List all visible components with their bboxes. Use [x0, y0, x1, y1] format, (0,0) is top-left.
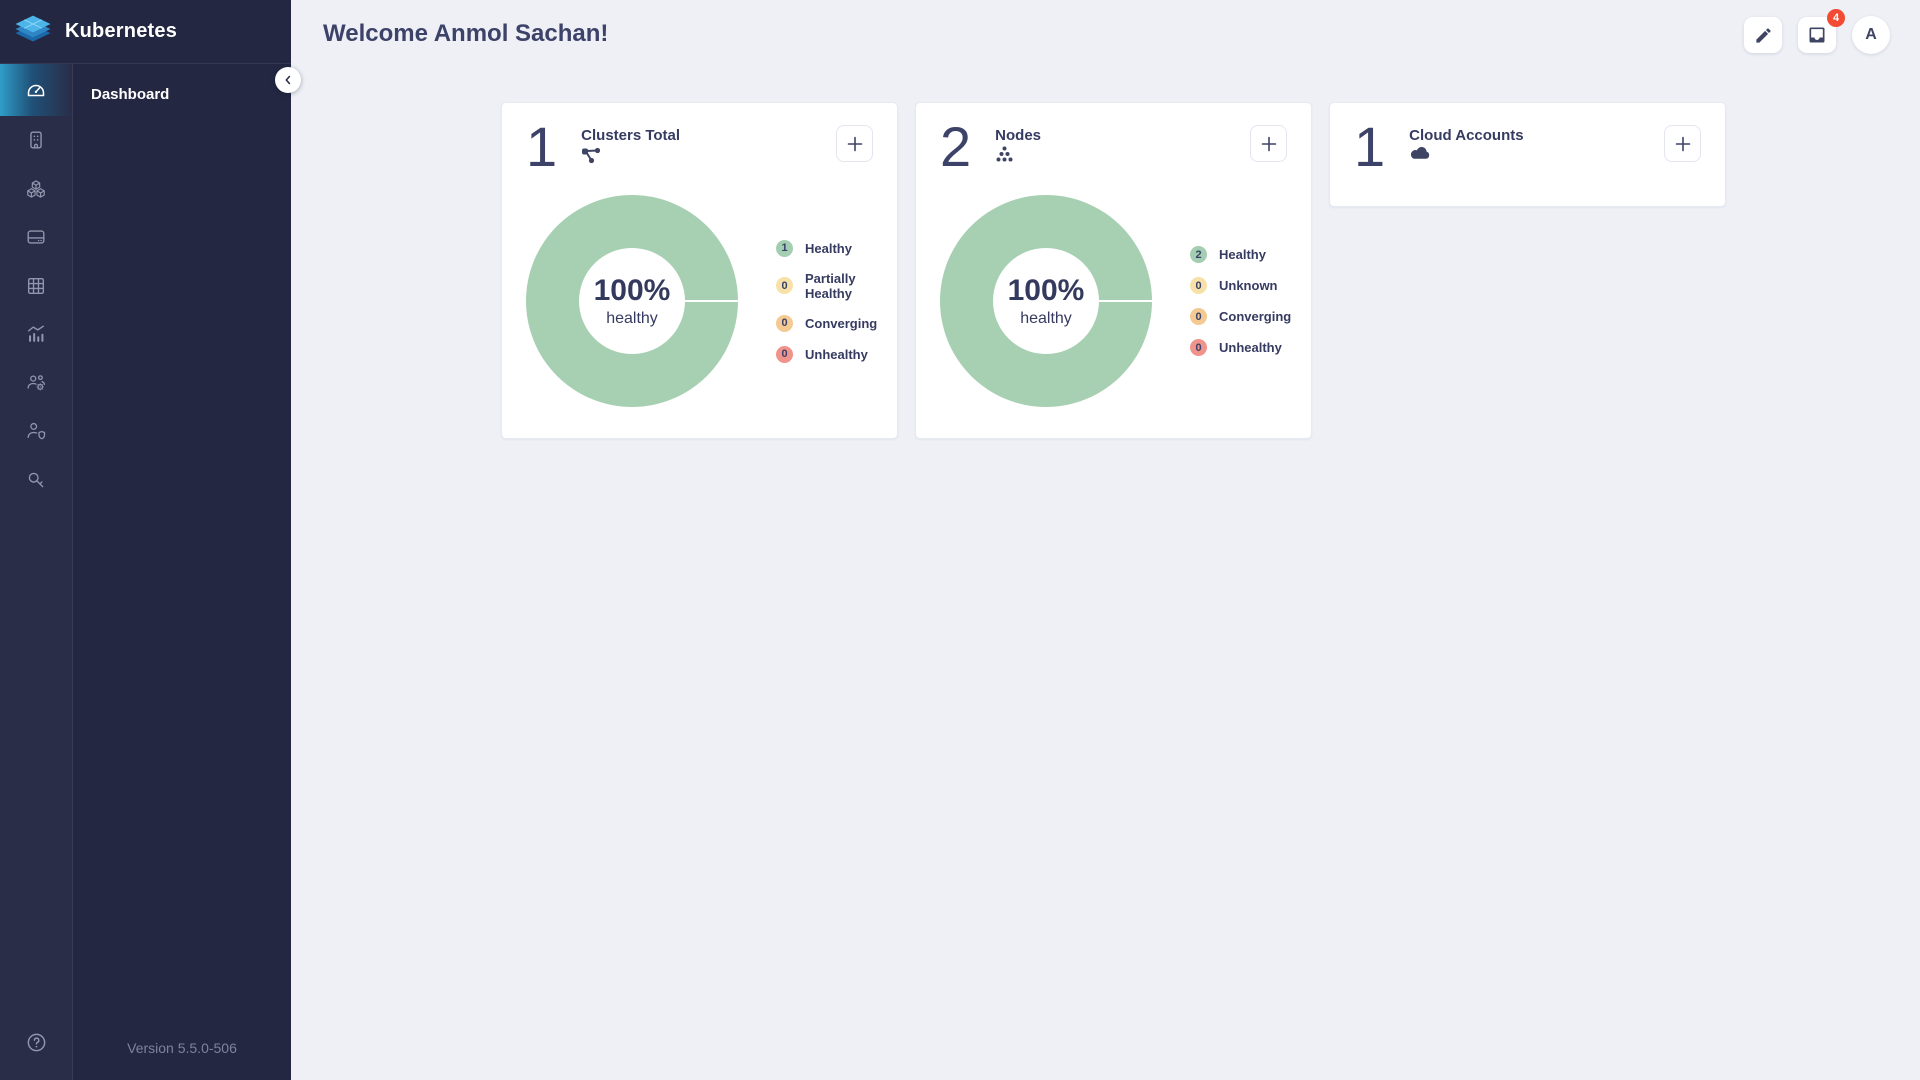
legend-count-badge: 0	[776, 345, 793, 363]
cloud-icon	[1409, 145, 1523, 161]
gauge-icon	[24, 78, 48, 102]
sidebar-item-users-teams[interactable]	[0, 359, 72, 408]
chevron-left-icon	[281, 73, 295, 87]
legend-item: 0 Partially Healthy	[776, 271, 877, 301]
help-button[interactable]	[0, 1031, 72, 1054]
cubes-icon	[25, 178, 47, 200]
nodes-legend: 2 Healthy 0 Unknown 0 Converging 0 Unhea…	[1190, 246, 1291, 356]
nodes-count: 2	[940, 115, 971, 178]
team-settings-icon	[25, 372, 47, 394]
inbox-icon	[1807, 25, 1827, 45]
sidebar-collapse-button[interactable]	[275, 67, 301, 93]
legend-item: 0 Unknown	[1190, 277, 1291, 294]
brand-name: Kubernetes	[65, 20, 178, 42]
sidebar-item-api-keys[interactable]	[0, 456, 72, 505]
plus-icon	[1260, 135, 1278, 153]
kubernetes-logo-icon	[13, 13, 53, 50]
add-cloud-account-button[interactable]	[1664, 125, 1701, 162]
add-cluster-button[interactable]	[836, 125, 873, 162]
legend-count-badge: 2	[1190, 246, 1207, 263]
legend-item: 2 Healthy	[1190, 246, 1291, 263]
sidebar-item-audit[interactable]	[0, 310, 72, 359]
nodes-donut-chart: 100% healthy	[940, 195, 1152, 407]
plus-icon	[846, 135, 864, 153]
sidebar: Kubernetes	[0, 0, 291, 1080]
legend-item: 0 Converging	[776, 314, 877, 332]
nodes-dots-icon	[995, 145, 1041, 164]
sidebar-item-profiles[interactable]	[0, 165, 72, 214]
nodes-donut-percent: 100%	[1007, 274, 1085, 307]
legend-count-badge: 0	[1190, 339, 1207, 356]
cloud-accounts-count: 1	[1354, 115, 1385, 178]
clusters-donut-chart: 100% healthy	[526, 195, 738, 407]
clusters-donut-percent: 100%	[593, 274, 671, 307]
sidebar-item-dashboard[interactable]	[0, 64, 72, 116]
header-actions: 4 A	[1744, 9, 1890, 54]
sidebar-panel: Dashboard Version 5.5.0-506	[73, 64, 291, 1080]
clusters-legend: 1 Healthy 0 Partially Healthy 0 Convergi…	[776, 239, 877, 363]
clusters-total-card: 1 Clusters Total	[501, 102, 898, 439]
sidebar-item-roles[interactable]	[0, 407, 72, 456]
help-icon	[25, 1031, 48, 1054]
notification-count-badge: 4	[1827, 9, 1845, 27]
sidebar-item-organization[interactable]	[0, 116, 72, 165]
legend-count-badge: 0	[776, 314, 793, 332]
legend-count-badge: 0	[1190, 308, 1207, 325]
legend-item: 1 Healthy	[776, 239, 877, 257]
clusters-card-title: Clusters Total	[581, 127, 681, 144]
legend-item: 0 Unhealthy	[776, 345, 877, 363]
cloud-accounts-card-title: Cloud Accounts	[1409, 127, 1524, 144]
legend-count-badge: 0	[1190, 277, 1207, 294]
sidebar-brand: Kubernetes	[0, 0, 291, 64]
cloud-accounts-card: 1 Cloud Accounts	[1329, 102, 1726, 207]
sidebar-icon-list	[0, 116, 72, 504]
edit-button[interactable]	[1744, 17, 1782, 53]
sidebar-rail	[0, 64, 73, 1080]
avatar[interactable]: A	[1852, 16, 1890, 54]
building-icon	[25, 129, 47, 151]
legend-item: 0 Converging	[1190, 308, 1291, 325]
page-title: Welcome Anmol Sachan!	[323, 20, 609, 47]
sidebar-item-dashboard-label[interactable]: Dashboard	[91, 86, 170, 103]
clusters-count: 1	[526, 115, 557, 178]
sidebar-item-clusters[interactable]	[0, 213, 72, 262]
chart-icon	[25, 323, 47, 345]
key-icon	[25, 469, 47, 491]
nodes-card: 2 Nodes	[915, 102, 1312, 439]
pencil-icon	[1754, 26, 1773, 45]
main-content: Welcome Anmol Sachan! 4 A	[291, 0, 1920, 1080]
legend-count-badge: 1	[776, 239, 793, 257]
clusters-donut-label: healthy	[606, 310, 658, 327]
legend-count-badge: 0	[776, 277, 793, 294]
nodes-donut-label: healthy	[1020, 310, 1072, 327]
notifications-button[interactable]: 4	[1798, 9, 1845, 53]
cluster-graph-icon	[581, 145, 680, 164]
user-shield-icon	[25, 420, 47, 442]
server-card-icon	[25, 226, 47, 248]
nodes-card-title: Nodes	[995, 127, 1041, 144]
grid-icon	[25, 275, 47, 297]
sidebar-item-workspaces[interactable]	[0, 262, 72, 311]
dashboard-cards: 1 Clusters Total	[323, 102, 1890, 439]
add-node-button[interactable]	[1250, 125, 1287, 162]
plus-icon	[1674, 135, 1692, 153]
version-label: Version 5.5.0-506	[127, 1040, 237, 1056]
legend-item: 0 Unhealthy	[1190, 339, 1291, 356]
